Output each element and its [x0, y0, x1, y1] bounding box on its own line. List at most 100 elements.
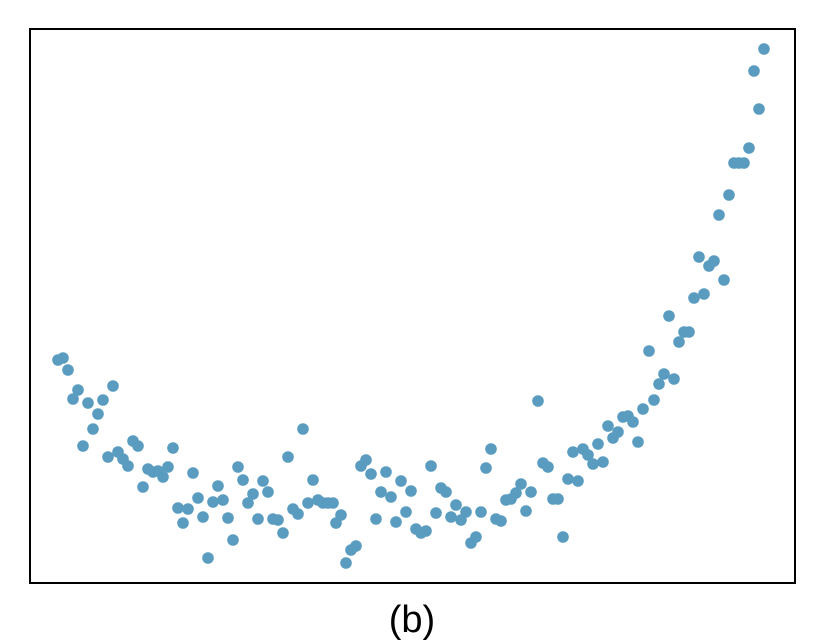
point	[567, 446, 579, 458]
point	[748, 65, 760, 77]
point	[247, 488, 259, 500]
point	[688, 292, 700, 304]
point	[282, 451, 294, 463]
point	[102, 451, 114, 463]
point	[723, 189, 735, 201]
point	[668, 373, 680, 385]
point	[365, 468, 377, 480]
point	[405, 485, 417, 497]
point	[425, 460, 437, 472]
point	[582, 449, 594, 461]
chart-title: (b)	[389, 599, 435, 641]
point	[420, 525, 432, 537]
point	[217, 494, 229, 506]
point	[470, 531, 482, 543]
point	[738, 157, 750, 169]
point	[67, 393, 79, 405]
point	[92, 408, 104, 420]
point	[495, 515, 507, 527]
point	[708, 255, 720, 267]
point	[440, 486, 452, 498]
point	[597, 456, 609, 468]
point	[172, 502, 184, 514]
point	[292, 508, 304, 520]
point	[612, 426, 624, 438]
point	[350, 540, 362, 552]
point	[390, 516, 402, 528]
point	[340, 557, 352, 569]
point	[557, 531, 569, 543]
point	[683, 326, 695, 338]
point	[297, 423, 309, 435]
plot-frame	[29, 28, 796, 584]
point	[430, 507, 442, 519]
point	[370, 513, 382, 525]
point	[400, 506, 412, 518]
point	[307, 474, 319, 486]
point	[552, 493, 564, 505]
point	[587, 458, 599, 470]
point	[252, 513, 264, 525]
point	[335, 509, 347, 521]
point	[673, 336, 685, 348]
point	[157, 471, 169, 483]
point	[485, 443, 497, 455]
point	[187, 467, 199, 479]
point	[197, 511, 209, 523]
point	[643, 345, 655, 357]
point	[137, 481, 149, 493]
point	[532, 395, 544, 407]
point	[602, 420, 614, 432]
point	[87, 423, 99, 435]
point	[327, 497, 339, 509]
point	[132, 440, 144, 452]
point	[520, 505, 532, 517]
point	[192, 492, 204, 504]
point	[632, 436, 644, 448]
point	[277, 527, 289, 539]
point	[237, 474, 249, 486]
point	[648, 394, 660, 406]
point	[475, 506, 487, 518]
point	[510, 487, 522, 499]
point	[232, 461, 244, 473]
point	[637, 403, 649, 415]
point	[62, 364, 74, 376]
point	[375, 486, 387, 498]
point	[460, 506, 472, 518]
point	[395, 475, 407, 487]
point	[162, 461, 174, 473]
point	[177, 517, 189, 529]
point	[222, 512, 234, 524]
point	[693, 251, 705, 263]
point	[562, 473, 574, 485]
point	[227, 534, 239, 546]
point	[658, 368, 670, 380]
point	[758, 43, 770, 55]
point	[718, 274, 730, 286]
point	[262, 486, 274, 498]
point	[380, 466, 392, 478]
point	[82, 397, 94, 409]
point	[257, 475, 269, 487]
point	[167, 442, 179, 454]
point	[302, 497, 314, 509]
point	[525, 486, 537, 498]
point	[445, 511, 457, 523]
point	[360, 454, 372, 466]
point	[202, 552, 214, 564]
point	[97, 394, 109, 406]
point	[572, 475, 584, 487]
point	[385, 491, 397, 503]
point	[627, 416, 639, 428]
point	[207, 496, 219, 508]
point	[653, 378, 665, 390]
point	[542, 461, 554, 473]
point	[72, 384, 84, 396]
point	[272, 514, 284, 526]
point	[242, 497, 254, 509]
point	[212, 480, 224, 492]
point	[713, 209, 725, 221]
